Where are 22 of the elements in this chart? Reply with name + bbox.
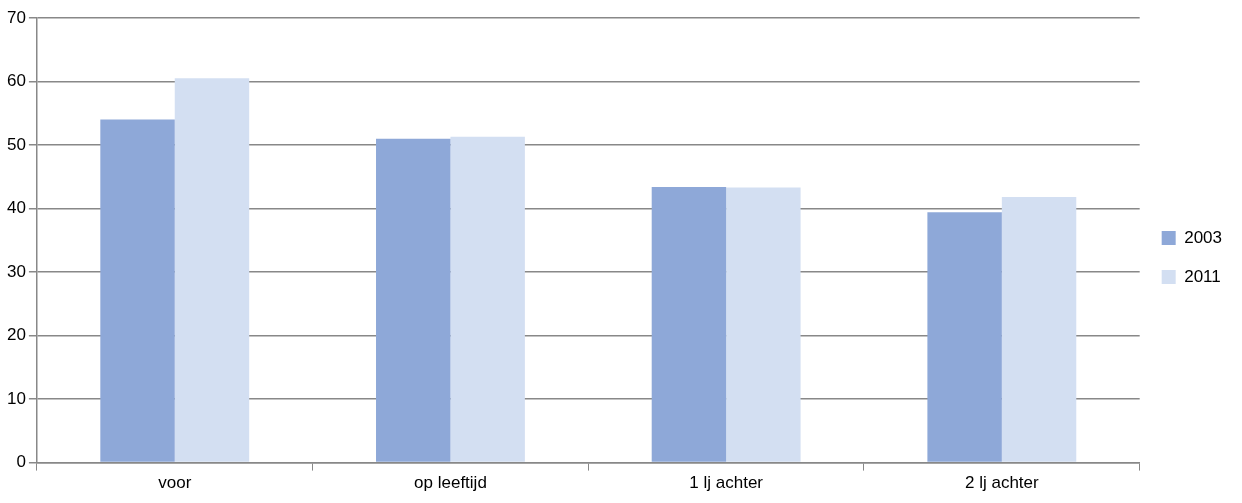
y-tick-label: 10 (6, 388, 26, 408)
legend-label: 2011 (1184, 266, 1221, 286)
bar (450, 136, 525, 462)
bar (927, 212, 1002, 462)
y-tick-label: 50 (6, 134, 26, 154)
x-tick-label: voor (158, 473, 192, 493)
y-tick-label: 0 (16, 452, 26, 472)
bar (100, 119, 175, 462)
bar (726, 187, 801, 462)
x-tick-label: 1 lj achter (689, 473, 764, 493)
y-tick-label: 60 (6, 71, 26, 91)
y-tick-label: 40 (6, 198, 26, 218)
bar (1001, 197, 1077, 462)
y-tick-label: 30 (6, 261, 26, 281)
legend-label: 2003 (1184, 227, 1223, 247)
y-tick-label: 70 (6, 7, 26, 27)
bar (174, 78, 250, 462)
x-tick-label: 2 lj achter (964, 473, 1040, 493)
bar (651, 186, 727, 462)
x-tick-label: op leeftijd (414, 473, 487, 493)
bar (376, 138, 451, 462)
y-tick-label: 20 (6, 325, 26, 345)
